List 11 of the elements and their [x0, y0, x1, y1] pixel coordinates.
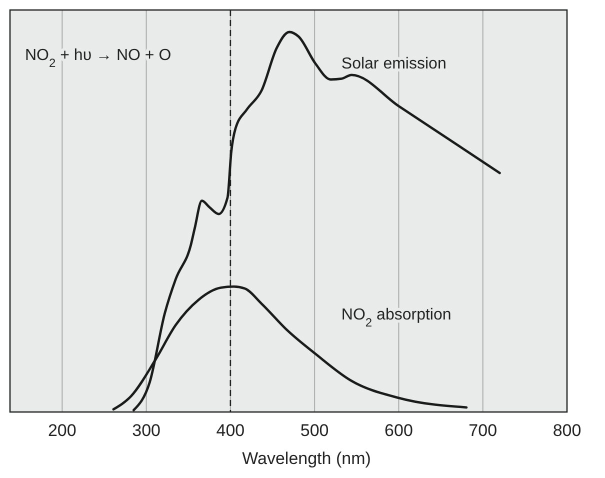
x-tick-label: 300 [132, 421, 160, 440]
x-tick-label: 700 [468, 421, 498, 440]
x-tick-label: 800 [552, 421, 582, 440]
x-tick-label: 600 [384, 421, 413, 440]
annotation: NO$_{2}$ + hυ → NO + O [25, 47, 172, 70]
x-tick-label: 400 [216, 421, 245, 440]
x-tick-label: 500 [300, 421, 329, 440]
text: NO$_{2}$ absorption [341, 306, 452, 330]
series-label: Solar emission [341, 55, 446, 72]
x-axis-title: Wavelength (nm) [242, 449, 371, 468]
x-tick-label: 200 [48, 421, 76, 440]
